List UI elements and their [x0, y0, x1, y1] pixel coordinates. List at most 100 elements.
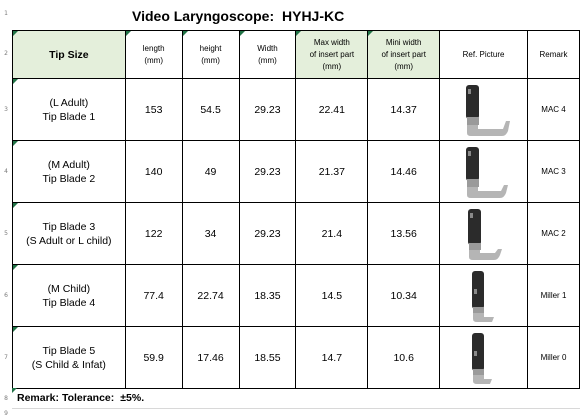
- row-number[interactable]: 6: [4, 292, 8, 299]
- mac-blade-icon: [465, 84, 510, 136]
- cell-length[interactable]: 140: [124, 140, 183, 203]
- cell-width[interactable]: 18.55: [238, 326, 297, 389]
- tip-size-line: Tip Blade 5: [42, 344, 96, 357]
- tolerance-label: Remark: Tolerance:: [17, 392, 115, 404]
- header-label: Tip Size: [49, 48, 89, 61]
- tolerance-value: ±5%.: [120, 392, 145, 404]
- header-unit: (mm): [394, 61, 414, 71]
- header-remark[interactable]: Remark: [527, 30, 580, 79]
- cell-mini-width[interactable]: 10.34: [367, 264, 441, 327]
- cell-max-width[interactable]: 21.37: [295, 140, 369, 203]
- table-row: (M Child) Tip Blade 4 77.4 22.74 18.35 1…: [12, 264, 580, 327]
- tip-size-line: (M Adult): [47, 158, 90, 171]
- cell-length[interactable]: 59.9: [124, 326, 183, 389]
- row-number[interactable]: 7: [4, 354, 8, 361]
- header-label: of insert part: [381, 49, 426, 59]
- tip-size-line: (M Child): [47, 282, 91, 295]
- cell-ref-picture[interactable]: [439, 202, 529, 265]
- cell-mini-width[interactable]: 14.46: [367, 140, 441, 203]
- spec-table: Tip Size length (mm) height (mm) Width (…: [12, 30, 580, 389]
- tip-size-line: (S Child & Infat): [31, 358, 106, 371]
- cell-max-width[interactable]: 21.4: [295, 202, 369, 265]
- cell-height[interactable]: 22.74: [181, 264, 240, 327]
- miller-blade-icon: [471, 270, 494, 322]
- table-row: Tip Blade 3 (S Adult or L child) 122 34 …: [12, 202, 580, 265]
- header-max-width[interactable]: Max width of insert part (mm): [295, 30, 369, 79]
- cell-ref-picture[interactable]: [439, 78, 529, 141]
- header-length[interactable]: length (mm): [124, 30, 183, 79]
- cell-remark[interactable]: Miller 1: [527, 264, 580, 327]
- table-row: (M Adult) Tip Blade 2 140 49 29.23 21.37…: [12, 140, 580, 203]
- cell-remark[interactable]: MAC 2: [527, 202, 580, 265]
- row-number[interactable]: 8: [4, 395, 8, 402]
- cell-ref-picture[interactable]: [439, 264, 529, 327]
- tip-size-line: (S Adult or L child): [26, 234, 112, 247]
- cell-width[interactable]: 29.23: [238, 140, 297, 203]
- cell-remark[interactable]: MAC 4: [527, 78, 580, 141]
- header-row: Tip Size length (mm) height (mm) Width (…: [12, 30, 580, 79]
- row-number[interactable]: 1: [4, 10, 8, 17]
- cell-width[interactable]: 29.23: [238, 202, 297, 265]
- cell-mini-width[interactable]: 13.56: [367, 202, 441, 265]
- header-width[interactable]: Width (mm): [238, 30, 297, 79]
- cell-ref-picture[interactable]: [439, 140, 529, 203]
- cell-tip-size[interactable]: (L Adult) Tip Blade 1: [12, 78, 126, 141]
- row-number[interactable]: 3: [4, 106, 8, 113]
- header-tip-size[interactable]: Tip Size: [12, 30, 126, 79]
- header-label: length: [142, 43, 165, 53]
- mac-blade-icon: [465, 146, 508, 198]
- header-label: Mini width: [385, 37, 422, 47]
- header-ref-picture[interactable]: Ref. Picture: [439, 30, 529, 79]
- header-mini-width[interactable]: Mini width of insert part (mm): [367, 30, 441, 79]
- row-number[interactable]: 2: [4, 50, 8, 57]
- cell-tip-size[interactable]: Tip Blade 5 (S Child & Infat): [12, 326, 126, 389]
- header-unit: (mm): [322, 61, 342, 71]
- cell-width[interactable]: 18.35: [238, 264, 297, 327]
- cell-remark[interactable]: MAC 3: [527, 140, 580, 203]
- cell-ref-picture[interactable]: [439, 326, 529, 389]
- header-label: of insert part: [309, 49, 355, 59]
- header-label: Remark: [539, 49, 568, 59]
- product-name: Video Laryngoscope:: [132, 8, 275, 24]
- tolerance-remark[interactable]: Remark: Tolerance: ±5%.: [12, 388, 580, 408]
- header-label: height: [199, 43, 222, 53]
- header-unit: (mm): [258, 55, 277, 65]
- cell-height[interactable]: 54.5: [181, 78, 240, 141]
- cell-height[interactable]: 34: [181, 202, 240, 265]
- header-height[interactable]: height (mm): [181, 30, 240, 79]
- cell-tip-size[interactable]: (M Child) Tip Blade 4: [12, 264, 126, 327]
- sheet-title[interactable]: Video Laryngoscope: HYHJ-KC: [12, 0, 580, 30]
- cell-remark[interactable]: Miller 0: [527, 326, 580, 389]
- empty-row[interactable]: [12, 408, 580, 418]
- header-label: Max width: [313, 37, 350, 47]
- cell-mini-width[interactable]: 10.6: [367, 326, 441, 389]
- cell-tip-size[interactable]: (M Adult) Tip Blade 2: [12, 140, 126, 203]
- cell-length[interactable]: 122: [124, 202, 183, 265]
- table-row: (L Adult) Tip Blade 1 153 54.5 29.23 22.…: [12, 78, 580, 141]
- model-number: HYHJ-KC: [282, 8, 345, 24]
- row-number-gutter: 1 2 3 4 5 6 7 8 9: [0, 0, 12, 418]
- cell-height[interactable]: 17.46: [181, 326, 240, 389]
- tip-size-line: Tip Blade 4: [42, 296, 96, 309]
- header-label: Ref. Picture: [462, 49, 505, 59]
- tip-size-line: Tip Blade 1: [42, 110, 96, 123]
- cell-max-width[interactable]: 14.7: [295, 326, 369, 389]
- table-row: Tip Blade 5 (S Child & Infat) 59.9 17.46…: [12, 326, 580, 389]
- cell-tip-size[interactable]: Tip Blade 3 (S Adult or L child): [12, 202, 126, 265]
- header-label: Width: [257, 43, 278, 53]
- tip-size-line: Tip Blade 3: [42, 220, 96, 233]
- header-unit: (mm): [144, 55, 163, 65]
- cell-width[interactable]: 29.23: [238, 78, 297, 141]
- row-number[interactable]: 9: [4, 410, 8, 417]
- row-number[interactable]: 5: [4, 230, 8, 237]
- miller-blade-icon: [471, 332, 492, 384]
- cell-max-width[interactable]: 14.5: [295, 264, 369, 327]
- cell-mini-width[interactable]: 14.37: [367, 78, 441, 141]
- cell-height[interactable]: 49: [181, 140, 240, 203]
- row-number[interactable]: 4: [4, 168, 8, 175]
- tip-size-line: Tip Blade 2: [42, 172, 96, 185]
- cell-max-width[interactable]: 22.41: [295, 78, 369, 141]
- cell-length[interactable]: 153: [124, 78, 183, 141]
- cell-length[interactable]: 77.4: [124, 264, 183, 327]
